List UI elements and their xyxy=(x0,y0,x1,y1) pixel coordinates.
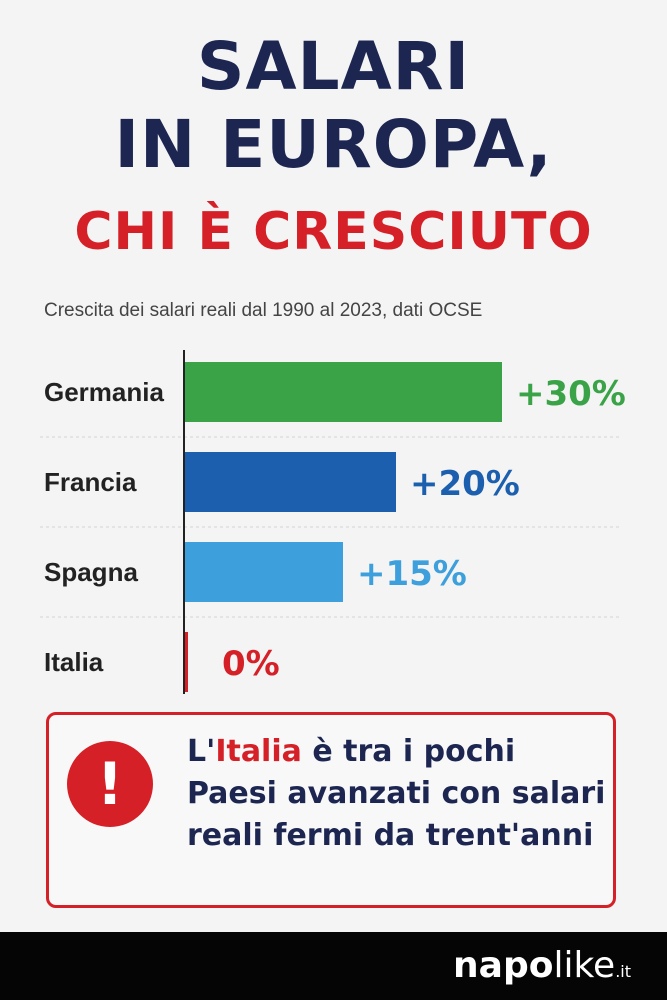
alert-message: L'Italia è tra i pochi Paesi avanzati co… xyxy=(187,731,607,857)
bar-germania xyxy=(184,362,502,422)
logo-part-3: .it xyxy=(615,962,631,981)
napolike-logo[interactable]: napolike.it xyxy=(453,946,631,992)
title-line-2: IN EUROPA, xyxy=(114,106,553,183)
logo-part-2: like xyxy=(553,945,616,986)
value-label: +20% xyxy=(410,464,520,504)
bar-italia xyxy=(184,632,188,692)
alert-box: ! L'Italia è tra i pochi Paesi avanzati … xyxy=(46,712,616,908)
alert-text-pre: L' xyxy=(187,734,216,769)
bar-spagna xyxy=(184,542,343,602)
category-label: Italia xyxy=(44,647,104,677)
footer-bar: napolike.it xyxy=(0,932,667,1000)
bar-francia xyxy=(184,452,396,512)
value-label: +30% xyxy=(516,374,626,414)
value-label: +15% xyxy=(357,554,467,594)
alert-text-highlight: Italia xyxy=(215,734,302,769)
category-label: Francia xyxy=(44,467,137,497)
bar-chart: Germania +30% Francia +20% Spagna +15% Italia 0… xyxy=(40,350,626,694)
title-line-1: SALARI xyxy=(196,28,471,105)
exclamation-icon: ! xyxy=(67,741,153,827)
value-label: 0% xyxy=(222,644,280,684)
alert-text-post: è tra i pochi Paesi avanzati con salari … xyxy=(187,734,606,853)
category-label: Spagna xyxy=(44,557,138,587)
logo-part-1: napo xyxy=(453,945,554,986)
title-line-3: CHI È CRESCIUTO xyxy=(74,202,593,262)
chart-subtitle: Crescita dei salari reali dal 1990 al 20… xyxy=(44,300,483,321)
category-label: Germania xyxy=(44,377,164,407)
